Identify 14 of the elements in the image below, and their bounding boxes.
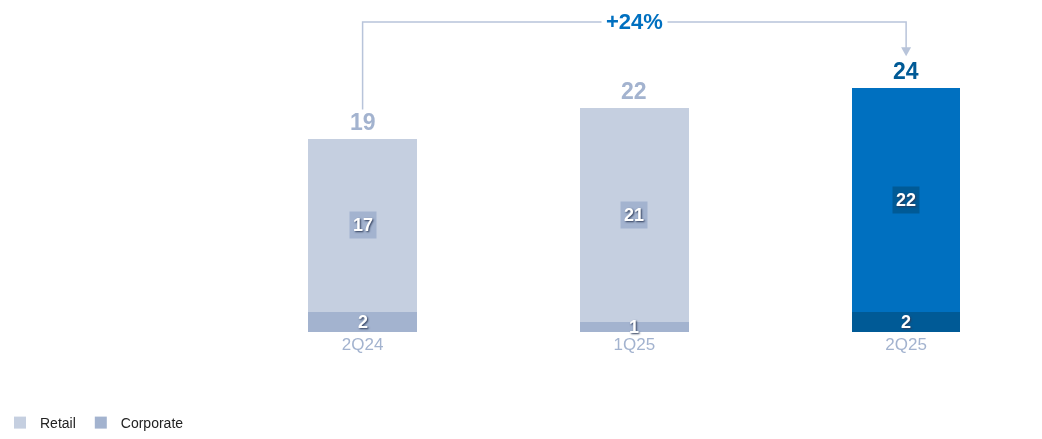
total-label: 24 xyxy=(893,58,919,84)
legend-label: Corporate xyxy=(120,415,184,432)
x-tick-label: 1Q25 xyxy=(613,335,656,354)
data-label: 2 xyxy=(901,312,912,332)
x-tick-label: 2Q24 xyxy=(341,335,384,354)
x-tick-label: 2Q25 xyxy=(885,335,927,354)
total-label: 22 xyxy=(621,78,647,104)
legend-label: Retail xyxy=(40,415,76,432)
text: +24% xyxy=(606,9,663,34)
data-label: 21 xyxy=(624,205,645,225)
data-label: 17 xyxy=(353,215,374,235)
total-label: 19 xyxy=(350,109,376,135)
data-label: 22 xyxy=(896,190,917,210)
data-label: 2 xyxy=(358,312,369,332)
